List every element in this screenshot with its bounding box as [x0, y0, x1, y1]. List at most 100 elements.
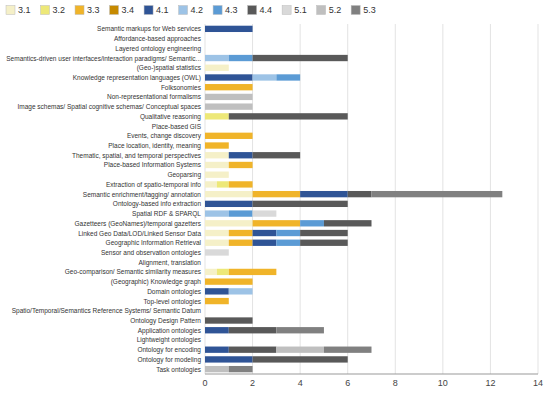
bar-segment: [205, 249, 229, 255]
grid-line: [442, 24, 443, 374]
bar-segment: [205, 55, 229, 61]
bar-segment: [252, 288, 253, 294]
bar-segment: [205, 45, 206, 51]
bars: [205, 26, 502, 373]
bar-segment: [205, 45, 206, 51]
grid-line: [347, 24, 348, 374]
legend-label: 3.3: [87, 5, 100, 15]
bar-segment: [205, 317, 253, 323]
bar-segment: [205, 123, 206, 129]
bar-segment: [276, 269, 277, 275]
bar-segment: [228, 65, 229, 71]
bar-segment: [205, 35, 206, 41]
bar-segment: [229, 152, 253, 158]
bar-segment: [276, 269, 277, 275]
y-tick-label: Lightweight ontologies: [137, 336, 202, 344]
bar-segment: [228, 249, 229, 255]
bar-segment: [252, 317, 253, 323]
bar-segment: [205, 308, 206, 314]
bar-segment: [205, 191, 253, 197]
bar-segment: [252, 26, 253, 32]
bar-segment: [205, 308, 206, 314]
bar-segment: [253, 220, 301, 226]
bar-segment: [205, 259, 206, 265]
bar-segment: [229, 162, 253, 168]
bar-segment: [252, 288, 253, 294]
bar-segment: [276, 269, 277, 275]
bar-segment: [205, 259, 206, 265]
bar-segment: [205, 123, 206, 129]
bar-segment: [300, 152, 301, 158]
y-tick-label: Folksonomies: [161, 84, 202, 91]
legend-label: 3.2: [53, 5, 66, 15]
bar-segment: [205, 103, 253, 109]
y-tick-label: (Geographic) Knowledge graph: [111, 278, 202, 286]
bar-segment: [253, 240, 277, 246]
bar-segment: [229, 269, 277, 275]
bar-segment: [228, 298, 229, 304]
legend-swatch: [351, 6, 360, 15]
legend-label: 3.4: [122, 5, 135, 15]
bar-segment: [300, 74, 301, 80]
y-tick-label: Spatio/Temporal/Semantics Reference Syst…: [12, 307, 201, 315]
bar-segment: [205, 308, 206, 314]
bar-segment: [205, 366, 229, 372]
bar-segment: [252, 162, 253, 168]
y-tick-label: Alignment, translation: [138, 259, 201, 267]
bar-segment: [252, 181, 253, 187]
bar-segment: [205, 337, 206, 343]
bar-segment: [205, 308, 206, 314]
legend-label: 4.2: [191, 5, 204, 15]
bar-segment: [205, 123, 206, 129]
bar-segment: [205, 123, 206, 129]
y-tick-label: Domain ontologies: [147, 288, 202, 296]
bar-segment: [205, 45, 206, 51]
bar-segment: [205, 210, 229, 216]
series: [205, 55, 372, 363]
bar-segment: [205, 26, 253, 32]
bar-segment: [205, 35, 206, 41]
bar-segment: [228, 142, 229, 148]
bar-segment: [205, 133, 253, 139]
y-tick-label: Place-based Information Systems: [104, 161, 202, 169]
bar-segment: [252, 181, 253, 187]
legend-item: 4.1: [144, 5, 169, 15]
bar-segment: [252, 181, 253, 187]
legend-swatch: [248, 6, 257, 15]
y-tick-label: Gazetteers (GeoNames)/temporal gazetters: [75, 220, 202, 228]
bar-segment: [252, 181, 253, 187]
bar-segment: [228, 65, 229, 71]
bar-segment: [205, 308, 206, 314]
bar-segment: [205, 35, 206, 41]
bar-segment: [228, 65, 229, 71]
bar-segment: [205, 308, 206, 314]
bar-segment: [252, 278, 253, 284]
bar-segment: [205, 74, 253, 80]
y-tick-label: Ontology for modeling: [137, 356, 201, 364]
bar-segment: [347, 113, 348, 119]
bar-segment: [253, 230, 277, 236]
bar-segment: [205, 45, 206, 51]
legend-item: 5.1: [282, 5, 307, 15]
bar-segment: [228, 172, 229, 178]
bar-segment: [229, 366, 253, 372]
bar-segment: [347, 230, 348, 236]
bar-segment: [300, 74, 301, 80]
bar-segment: [205, 152, 229, 158]
x-tick-label: 2: [250, 378, 255, 388]
bar-segment: [347, 240, 348, 246]
bar-segment: [205, 35, 206, 41]
bar-segment: [252, 133, 253, 139]
bar-segment: [252, 84, 253, 90]
bar-segment: [228, 142, 229, 148]
y-tick-label: (Geo-)spatial statistics: [137, 64, 202, 72]
legend-swatch: [6, 6, 15, 15]
y-tick-label: Task ontologies: [156, 366, 202, 374]
y-tick-label: Layered ontology engineering: [115, 45, 201, 53]
bar-segment: [253, 152, 301, 158]
bar-segment: [229, 240, 253, 246]
bar-segment: [205, 35, 206, 41]
series: [205, 26, 348, 363]
bar-segment: [205, 347, 229, 353]
bar-segment: [252, 162, 253, 168]
